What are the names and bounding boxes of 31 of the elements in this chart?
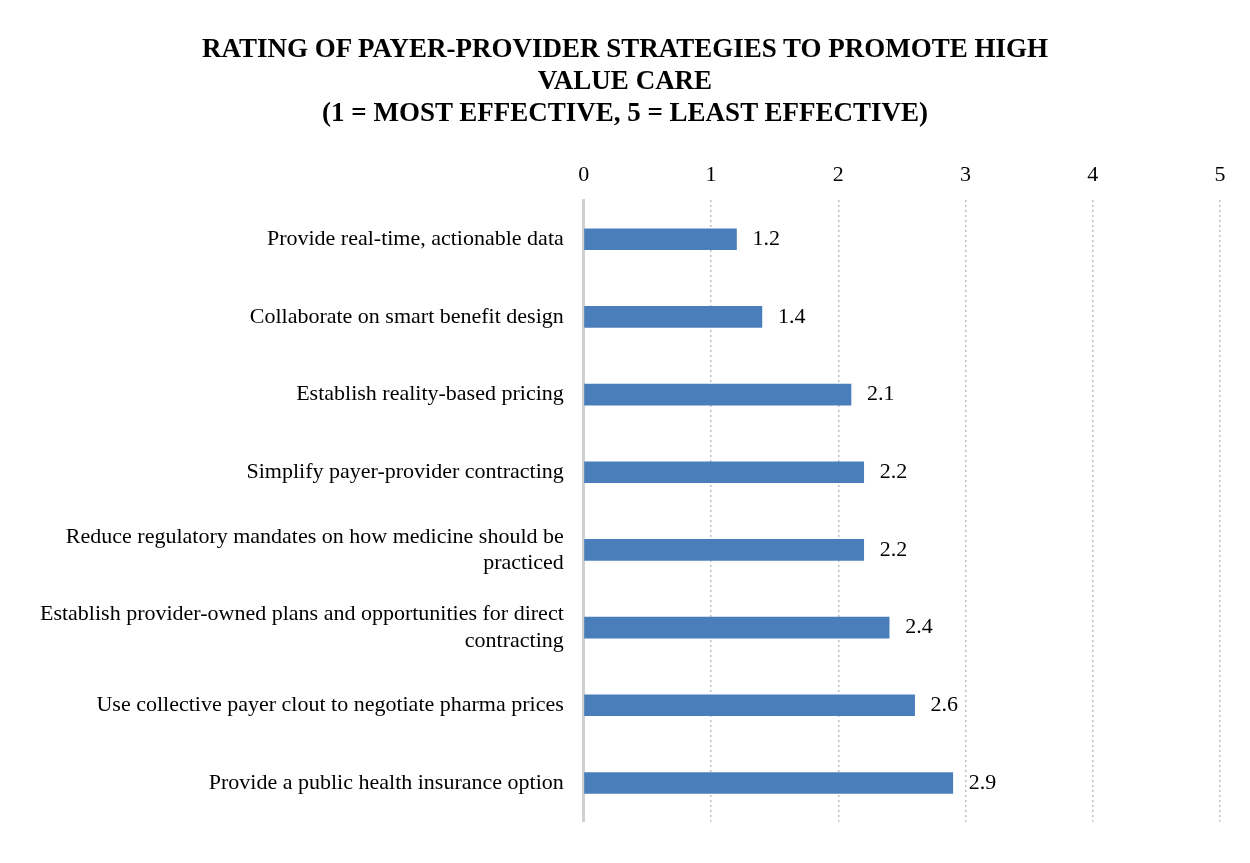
y-tick-label: Collaborate on smart benefit design: [249, 302, 564, 328]
bar: [584, 539, 865, 561]
data-label: 2.4: [905, 613, 933, 639]
data-label: 2.1: [866, 380, 895, 406]
bar: [584, 383, 852, 406]
chart-title: RATING OF PAYER-PROVIDER STRATEGIES TO PROMOTE HIGH VALUE CARE (1 = MOST EFFECTIVE, 5 = LEAST EFFECTIVE): [200, 32, 1050, 128]
y-tick-label: Simplify payer-provider contracting: [246, 458, 564, 484]
y-tick-label: Establish reality-based pricing: [296, 380, 564, 406]
y-tick-label: Establish provider-owned plans and opportunities for direct contracting: [39, 600, 564, 652]
x-tick-label: 1: [705, 160, 717, 186]
x-tick-label: 2: [832, 160, 844, 186]
bar: [584, 694, 915, 717]
bar: [584, 461, 865, 484]
y-tick-label: Reduce regulatory mandates on how medicine should be practiced: [65, 522, 564, 574]
data-label: 2.2: [879, 458, 908, 484]
y-tick-label: Provide real-time, actionable data: [266, 225, 564, 251]
bar: [584, 616, 890, 639]
data-label: 1.4: [777, 302, 806, 328]
bar: [584, 228, 737, 251]
y-tick-label: Provide a public health insurance option: [208, 768, 564, 794]
data-label: 1.2: [752, 225, 780, 251]
x-tick-label: 3: [960, 160, 972, 186]
bar: [584, 772, 954, 794]
x-tick-label: 0: [578, 160, 590, 186]
data-label: 2.9: [968, 768, 997, 794]
bar: [584, 306, 763, 328]
data-label: 2.2: [879, 535, 908, 561]
data-label: 2.6: [930, 691, 959, 717]
x-tick-label: 4: [1087, 160, 1099, 186]
y-tick-label: Use collective payer clout to negotiate pharma prices: [96, 691, 564, 717]
x-tick-label: 5: [1214, 160, 1226, 186]
